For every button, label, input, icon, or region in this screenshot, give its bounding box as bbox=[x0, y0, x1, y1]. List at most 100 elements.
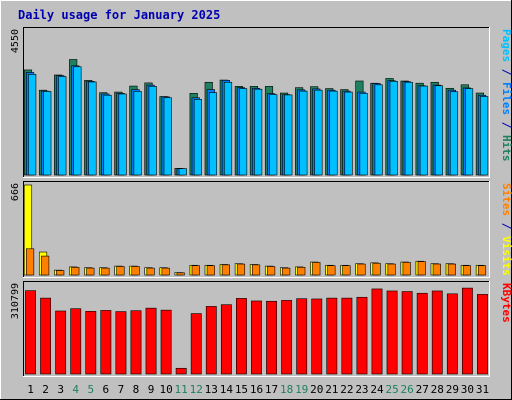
hits-files-pages-bar-pages-day-3: Pages 3: 3110 bbox=[58, 76, 67, 176]
kbytes-bar-kbytes-day-17: KBytes 17: 254000 bbox=[266, 300, 277, 375]
x-tick-label-day-8: 8 bbox=[133, 383, 140, 396]
kbytes-bar-kbytes-day-11: KBytes 11: 20000 bbox=[175, 367, 187, 375]
kbytes-bar-kbytes-day-29: KBytes 29: 280000 bbox=[446, 293, 458, 375]
x-tick-label-day-4: 4 bbox=[72, 383, 79, 396]
x-tick-label-day-3: 3 bbox=[57, 383, 64, 396]
visits-sites-panel: 666 Sites / VisitsVisits 1: 666Visits 2: … bbox=[10, 181, 512, 278]
x-tick-label-day-21: 21 bbox=[325, 383, 338, 396]
visits-sites-bar-sites-day-24: Sites 24: 87 bbox=[372, 262, 381, 276]
kbytes-bar-kbytes-day-4: KBytes 4: 228000 bbox=[70, 308, 82, 375]
hits-files-pages-bar-pages-day-13: Pages 13: 2600 bbox=[208, 92, 218, 176]
hits-files-pages-series-pages: Pages 1: 3180 Pages 2: 2640 Pages 3: 3110 P… bbox=[28, 66, 489, 176]
hits-files-pages-bar-pages-day-29: Pages 29: 2630 bbox=[449, 91, 459, 176]
hits-files-pages-bar-pages-day-5: Pages 5: 2940 bbox=[88, 81, 97, 176]
kbytes-bar-kbytes-day-5: KBytes 5: 219000 bbox=[85, 310, 97, 375]
hits-files-pages-legend-label: Pages / Files / Hits bbox=[500, 29, 512, 162]
hits-files-pages-bar-pages-day-22: Pages 22: 2620 bbox=[344, 91, 353, 176]
x-tick-label-day-20: 20 bbox=[310, 383, 323, 396]
visits-sites-bar-sites-day-2: Sites 2: 140 bbox=[41, 255, 50, 276]
visits-sites-bar-sites-day-19: Sites 19: 57 bbox=[297, 266, 306, 276]
kbytes-bar-kbytes-day-3: KBytes 3: 220000 bbox=[55, 310, 67, 375]
kbytes-bar-kbytes-day-28: KBytes 28: 290000 bbox=[431, 290, 443, 375]
x-tick-label-day-23: 23 bbox=[355, 383, 368, 396]
visits-sites-bar-sites-day-14: Sites 14: 75 bbox=[221, 264, 230, 276]
visits-sites-bar-sites-day-3: Sites 3: 33 bbox=[56, 270, 65, 276]
kbytes-bar-kbytes-day-26: KBytes 26: 288000 bbox=[401, 291, 413, 375]
kbytes-bar-kbytes-day-31: KBytes 31: 278000 bbox=[477, 294, 488, 375]
visits-sites-bar-sites-day-8: Sites 8: 63 bbox=[131, 266, 140, 276]
visits-sites-bar-sites-day-23: Sites 23: 81 bbox=[357, 263, 366, 276]
x-tick-label-day-22: 22 bbox=[340, 383, 353, 396]
hits-files-pages-bar-pages-day-20: Pages 20: 2680 bbox=[314, 89, 323, 176]
visits-sites-bar-sites-day-18: Sites 18: 51 bbox=[282, 267, 291, 276]
x-tick-label-day-18: 18 bbox=[280, 383, 293, 396]
x-tick-label-day-25: 25 bbox=[385, 383, 398, 396]
visits-sites-bar-sites-day-25: Sites 25: 81 bbox=[387, 263, 396, 276]
visits-sites-legend-part-0: Sites bbox=[500, 183, 512, 216]
kbytes-bar-kbytes-day-8: KBytes 8: 221000 bbox=[130, 310, 142, 375]
kbytes-bar-kbytes-day-9: KBytes 9: 230000 bbox=[145, 307, 157, 375]
kbytes-bar-kbytes-day-13: KBytes 13: 236000 bbox=[205, 306, 217, 375]
kbytes-bar-kbytes-day-21: KBytes 21: 265000 bbox=[326, 297, 338, 375]
visits-sites-ymax-label: 666 bbox=[10, 183, 21, 201]
hits-files-pages-legend-part-0: Pages bbox=[500, 29, 512, 62]
kbytes-bar-kbytes-day-18: KBytes 18: 257000 bbox=[281, 300, 293, 375]
hits-files-pages-bar-pages-day-21: Pages 21: 2650 bbox=[329, 90, 338, 176]
x-tick-label-day-12: 12 bbox=[190, 383, 203, 396]
visits-sites-bar-sites-day-13: Sites 13: 69 bbox=[206, 265, 215, 276]
visits-sites-bar-sites-day-20: Sites 20: 93 bbox=[312, 262, 321, 276]
kbytes-series-kbytes: KBytes 1: 291000KBytes 2: 265000KBytes 3… bbox=[25, 287, 488, 375]
x-tick-label-day-19: 19 bbox=[295, 383, 308, 396]
hits-files-pages-bar-pages-day-24: Pages 24: 2850 bbox=[374, 84, 383, 176]
hits-files-pages-bar-pages-day-6: Pages 6: 2520 bbox=[103, 94, 112, 176]
hits-files-pages-bar-pages-day-23: Pages 23: 2580 bbox=[359, 93, 368, 176]
x-tick-label-day-11: 11 bbox=[175, 383, 188, 396]
kbytes-legend-label: KBytes bbox=[500, 283, 512, 323]
visits-sites-bar-sites-day-15: Sites 15: 81 bbox=[236, 263, 246, 276]
kbytes-bar-kbytes-day-20: KBytes 20: 262000 bbox=[311, 298, 323, 375]
kbytes-bar-kbytes-day-19: KBytes 19: 263000 bbox=[296, 298, 308, 375]
hits-files-pages-bar-pages-day-7: Pages 7: 2560 bbox=[118, 93, 127, 176]
visits-sites-legend-part-1: / bbox=[500, 216, 512, 236]
visits-sites-bar-sites-day-9: Sites 9: 51 bbox=[146, 267, 155, 276]
visits-sites-series-sites: Sites 1: 194 Sites 2: 140 Sites 3: 33 Sites… bbox=[26, 248, 487, 276]
kbytes-bar-kbytes-day-24: KBytes 24: 297000 bbox=[371, 288, 383, 375]
kbytes-panel: 310799 KBytes KBytes 1: 291000 KBytes 2: 26… bbox=[10, 281, 512, 377]
hits-files-pages-bar-pages-day-11: Pages 11: 200 bbox=[178, 168, 187, 176]
hits-files-pages-bar-pages-day-1: Pages 1: 3180 bbox=[28, 74, 37, 176]
visits-sites-bar-sites-day-12: Sites 12: 69 bbox=[191, 265, 200, 276]
hits-files-pages-bar-pages-day-16: Pages 16: 2710 bbox=[254, 88, 263, 176]
hits-files-pages-bar-pages-day-15: Pages 15: 2730 bbox=[239, 88, 248, 176]
visits-sites-bar-sites-day-28: Sites 28: 81 bbox=[432, 263, 441, 276]
hits-files-pages-bar-pages-day-2: Pages 2: 2640 bbox=[43, 91, 52, 176]
kbytes-bar-kbytes-day-14: KBytes 14: 242000 bbox=[220, 304, 232, 375]
x-tick-label-day-28: 28 bbox=[431, 383, 444, 396]
kbytes-ymax-label: 310799 bbox=[10, 283, 21, 319]
kbytes-bar-kbytes-day-7: KBytes 7: 218000 bbox=[115, 311, 127, 375]
hits-files-pages-legend-part-3: / bbox=[500, 115, 512, 135]
hits-files-pages-bar-pages-day-10: Pages 10: 2440 bbox=[163, 97, 172, 176]
kbytes-bar-kbytes-day-10: KBytes 10: 223000 bbox=[160, 309, 172, 375]
hits-files-pages-bar-pages-day-4: Pages 4: 3420 bbox=[73, 66, 82, 176]
hits-files-pages-bar-pages-day-28: Pages 28: 2820 bbox=[434, 85, 444, 176]
hits-files-pages-bar-pages-day-9: Pages 9: 2800 bbox=[148, 86, 157, 176]
visits-sites-bar-sites-day-29: Sites 29: 81 bbox=[447, 263, 456, 276]
hits-files-pages-bar-pages-day-8: Pages 8: 2640 bbox=[133, 91, 142, 176]
visits-sites-bar-sites-day-27: Sites 27: 99 bbox=[417, 261, 426, 276]
visits-sites-bar-sites-day-22: Sites 22: 69 bbox=[342, 265, 351, 276]
kbytes-bar-kbytes-day-15: KBytes 15: 264000 bbox=[236, 298, 247, 375]
x-tick-label-day-10: 10 bbox=[159, 383, 172, 396]
visits-sites-bar-sites-day-31: Sites 31: 69 bbox=[477, 265, 487, 276]
hits-files-pages-legend-part-1: / bbox=[500, 62, 512, 82]
x-tick-label-day-31: 31 bbox=[476, 383, 489, 396]
kbytes-bar-kbytes-day-25: KBytes 25: 290000 bbox=[386, 290, 398, 375]
visits-sites-bar-sites-day-5: Sites 5: 51 bbox=[86, 267, 95, 276]
visits-sites-legend-label: Sites / Visits bbox=[500, 183, 512, 276]
x-tick-label-day-17: 17 bbox=[265, 383, 278, 396]
hits-files-pages-bar-pages-day-27: Pages 27: 2810 bbox=[419, 85, 428, 176]
visits-sites-bar-sites-day-6: Sites 6: 51 bbox=[101, 267, 110, 276]
x-tick-label-day-27: 27 bbox=[416, 383, 429, 396]
x-tick-label-day-1: 1 bbox=[27, 383, 34, 396]
